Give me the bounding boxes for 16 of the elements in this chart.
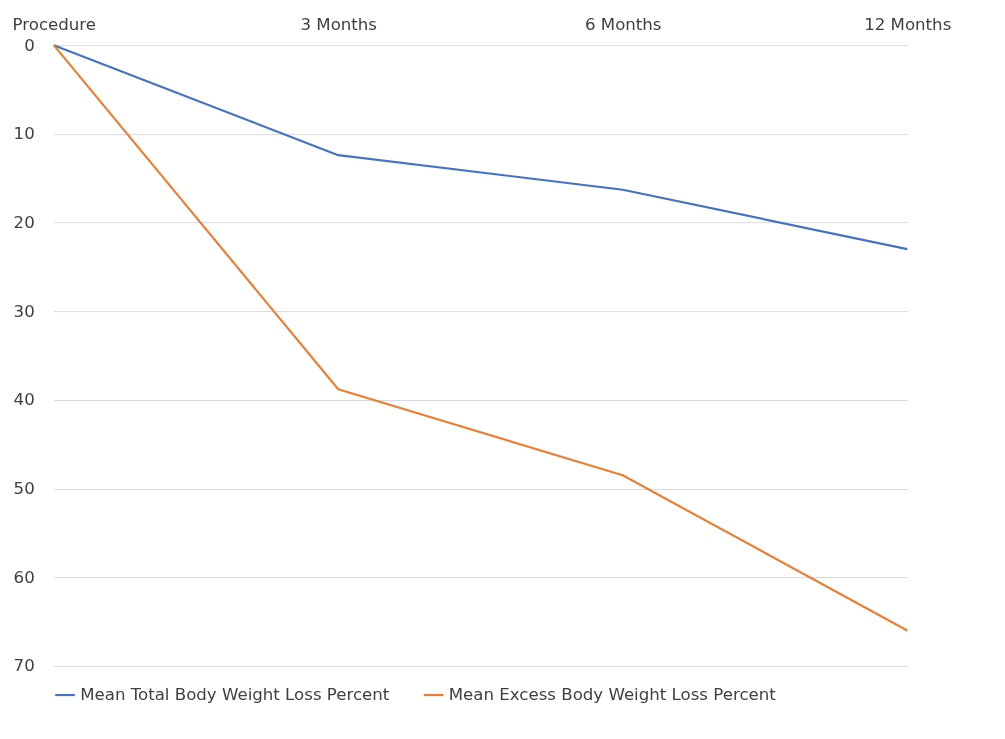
y-tick-label: 20 xyxy=(13,212,35,232)
y-tick-label: 10 xyxy=(13,124,35,144)
y-tick-label: 0 xyxy=(24,35,35,55)
line-series xyxy=(52,44,909,251)
y-tick-label: 50 xyxy=(13,478,35,498)
y-tick-label: 70 xyxy=(13,656,35,676)
legend-label: Mean Total Body Weight Loss Percent xyxy=(80,684,390,704)
y-tick-label: 60 xyxy=(13,567,35,587)
legend-label: Mean Excess Body Weight Loss Percent xyxy=(448,684,777,704)
x-tick-label: 3 Months xyxy=(300,15,378,35)
x-tick-label: Procedure xyxy=(12,15,96,35)
line-series xyxy=(52,44,909,632)
x-tick-label: 12 Months xyxy=(864,15,952,35)
y-tick-label: 30 xyxy=(13,301,35,321)
x-tick-label: 6 Months xyxy=(584,15,662,35)
y-tick-label: 40 xyxy=(13,390,35,410)
